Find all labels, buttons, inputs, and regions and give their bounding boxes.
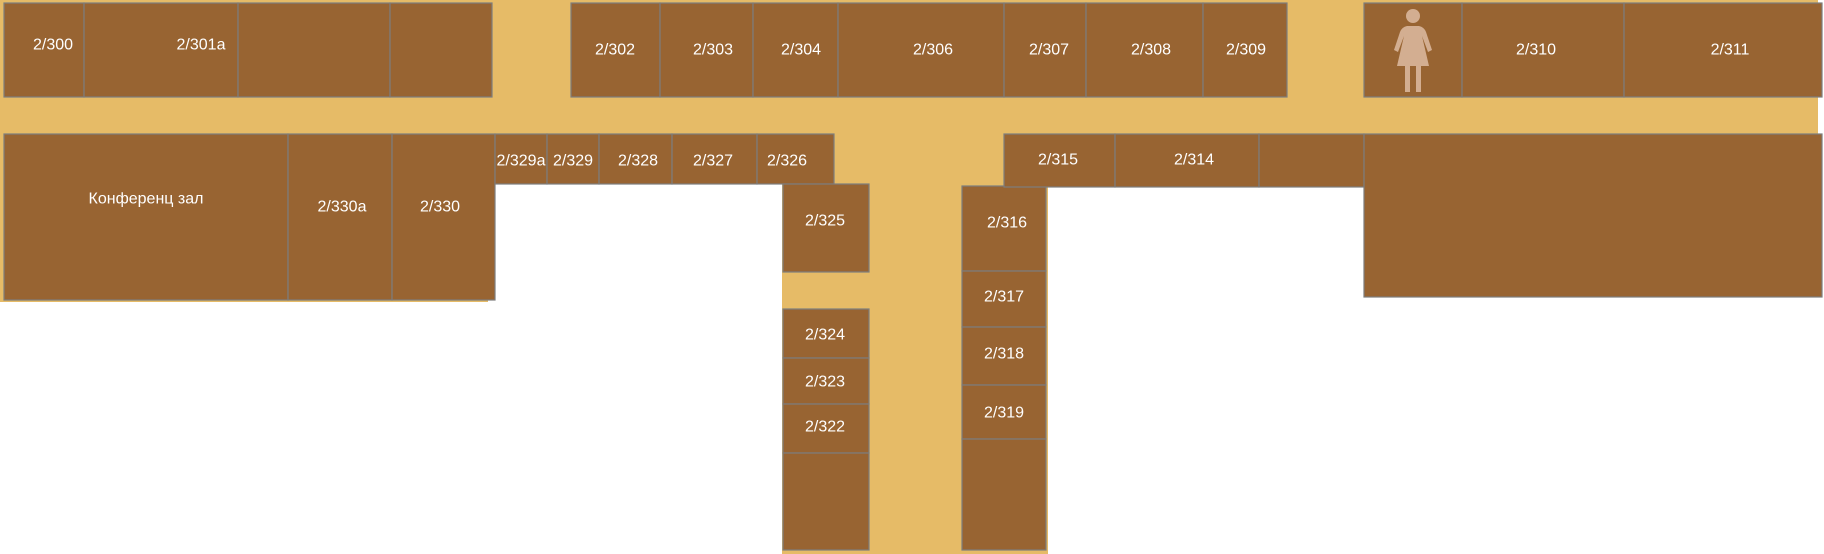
room-label: 2/327 xyxy=(693,153,733,170)
room-2-302[interactable]: 2/302 xyxy=(570,2,661,98)
room-2-316[interactable]: 2/316 xyxy=(961,185,1047,272)
room-label: 2/308 xyxy=(1131,42,1171,59)
room-2-330a[interactable]: 2/330a xyxy=(287,133,393,301)
room-label: 2/306 xyxy=(913,42,953,59)
room-2-330[interactable]: 2/330 xyxy=(391,133,496,301)
room-label: 2/309 xyxy=(1226,42,1266,59)
room-label: 2/311 xyxy=(1711,42,1750,59)
womens-restroom-icon xyxy=(1394,9,1432,92)
room-2-318[interactable]: 2/318 xyxy=(961,326,1047,386)
room-unlabeled[interactable] xyxy=(237,2,391,98)
room-unlabeled[interactable] xyxy=(782,452,870,551)
room-2-328[interactable]: 2/328 xyxy=(598,133,673,185)
room-unlabeled[interactable] xyxy=(389,2,493,98)
room-label: 2/329 xyxy=(553,153,593,170)
room-2-311[interactable]: 2/311 xyxy=(1623,2,1823,98)
room-label: 2/326 xyxy=(767,153,807,170)
room-label: Конференц зал xyxy=(89,191,204,208)
room-label: 2/303 xyxy=(693,42,733,59)
room-2-327[interactable]: 2/327 xyxy=(671,133,758,185)
room-label: 2/317 xyxy=(984,289,1024,306)
room-2-309[interactable]: 2/309 xyxy=(1202,2,1288,98)
room-unlabeled[interactable] xyxy=(961,438,1047,551)
room-2-301a[interactable]: 2/301a xyxy=(83,2,239,98)
room-label: 2/322 xyxy=(805,419,845,436)
room-label: 2/301a xyxy=(177,37,226,54)
room-2-308[interactable]: 2/308 xyxy=(1085,2,1204,98)
room-label: 2/315 xyxy=(1038,152,1078,169)
room-2-315[interactable]: 2/315 xyxy=(1003,133,1116,188)
room-2-319[interactable]: 2/319 xyxy=(961,384,1047,440)
room-label: 2/316 xyxy=(987,215,1027,232)
room-label: 2/304 xyxy=(781,42,821,59)
room-2-314[interactable]: 2/314 xyxy=(1114,133,1260,188)
room-2-307[interactable]: 2/307 xyxy=(1003,2,1087,98)
room-label: 2/325 xyxy=(805,213,845,230)
room-2-326[interactable]: 2/326 xyxy=(756,133,835,185)
room-unlabeled[interactable] xyxy=(1258,133,1365,188)
room-label: 2/324 xyxy=(805,327,845,344)
room-label: 2/319 xyxy=(984,405,1024,422)
room-2-324[interactable]: 2/324 xyxy=(782,308,870,359)
room-2-323[interactable]: 2/323 xyxy=(782,357,870,405)
room-label: 2/323 xyxy=(805,374,845,391)
room-unlabeled[interactable] xyxy=(1363,133,1823,298)
room-label: 2/330 xyxy=(420,199,460,216)
room-label: 2/318 xyxy=(984,346,1024,363)
room-2-325[interactable]: 2/325 xyxy=(782,183,870,273)
room-label: 2/330a xyxy=(318,199,367,216)
room-label: 2/310 xyxy=(1516,42,1556,59)
room-label: 2/328 xyxy=(618,153,658,170)
room-label: 2/300 xyxy=(33,37,73,54)
room-2-300[interactable]: 2/300 xyxy=(3,2,85,98)
room-2-329a[interactable]: 2/329a xyxy=(494,133,548,185)
room-label: 2/314 xyxy=(1174,152,1214,169)
room-label: 2/329a xyxy=(497,153,546,170)
room-2-329[interactable]: 2/329 xyxy=(546,133,600,185)
room-label: 2/302 xyxy=(595,42,635,59)
room-2-310[interactable]: 2/310 xyxy=(1461,2,1625,98)
room-2-303[interactable]: 2/303 xyxy=(659,2,754,98)
room-2-304[interactable]: 2/304 xyxy=(752,2,839,98)
room-2-322[interactable]: 2/322 xyxy=(782,403,870,454)
conference-hall[interactable]: Конференц зал xyxy=(3,133,289,301)
room-label: 2/307 xyxy=(1029,42,1069,59)
room-2-306[interactable]: 2/306 xyxy=(837,2,1005,98)
room-2-317[interactable]: 2/317 xyxy=(961,270,1047,328)
